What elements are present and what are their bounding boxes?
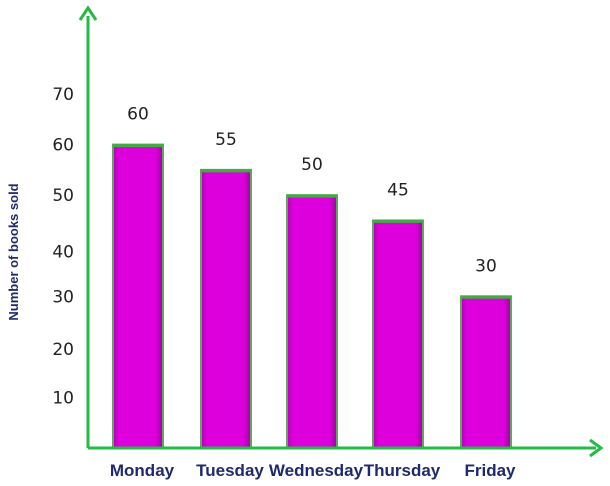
category-label: Thursday	[364, 461, 441, 480]
category-label: Monday	[110, 461, 175, 480]
category-label: Wednesday	[269, 461, 364, 480]
bars-group	[112, 143, 512, 449]
y-tick-label: 40	[52, 243, 74, 263]
category-labels-group: Monday Tuesday Wednesday Thursday Friday	[110, 461, 516, 480]
bar-friday	[460, 295, 512, 449]
x-axis-arrow	[589, 438, 604, 458]
y-tick-labels-group: 10 20 30 40 50 60 70	[52, 85, 74, 408]
y-tick-label: 30	[52, 287, 74, 307]
bar-tuesday	[200, 168, 252, 449]
data-label: 60	[127, 105, 149, 125]
y-tick-label: 10	[52, 388, 74, 408]
data-label: 30	[475, 256, 497, 276]
y-tick-label: 60	[52, 136, 74, 156]
y-axis-arrow	[78, 5, 98, 21]
y-axis-title: Number of books sold	[6, 183, 21, 320]
y-tick-label: 70	[52, 85, 74, 105]
y-tick-label: 50	[52, 186, 74, 206]
y-tick-label: 20	[52, 340, 74, 360]
bar-monday	[112, 143, 164, 449]
bar-wednesday	[286, 194, 338, 449]
category-label: Friday	[464, 461, 516, 480]
data-label: 55	[215, 130, 237, 150]
category-label: Tuesday	[196, 461, 264, 480]
data-label: 50	[301, 155, 323, 175]
data-label: 45	[387, 180, 409, 200]
bar-thursday	[372, 219, 424, 449]
value-labels-group: 60 55 50 45 30	[127, 105, 497, 277]
